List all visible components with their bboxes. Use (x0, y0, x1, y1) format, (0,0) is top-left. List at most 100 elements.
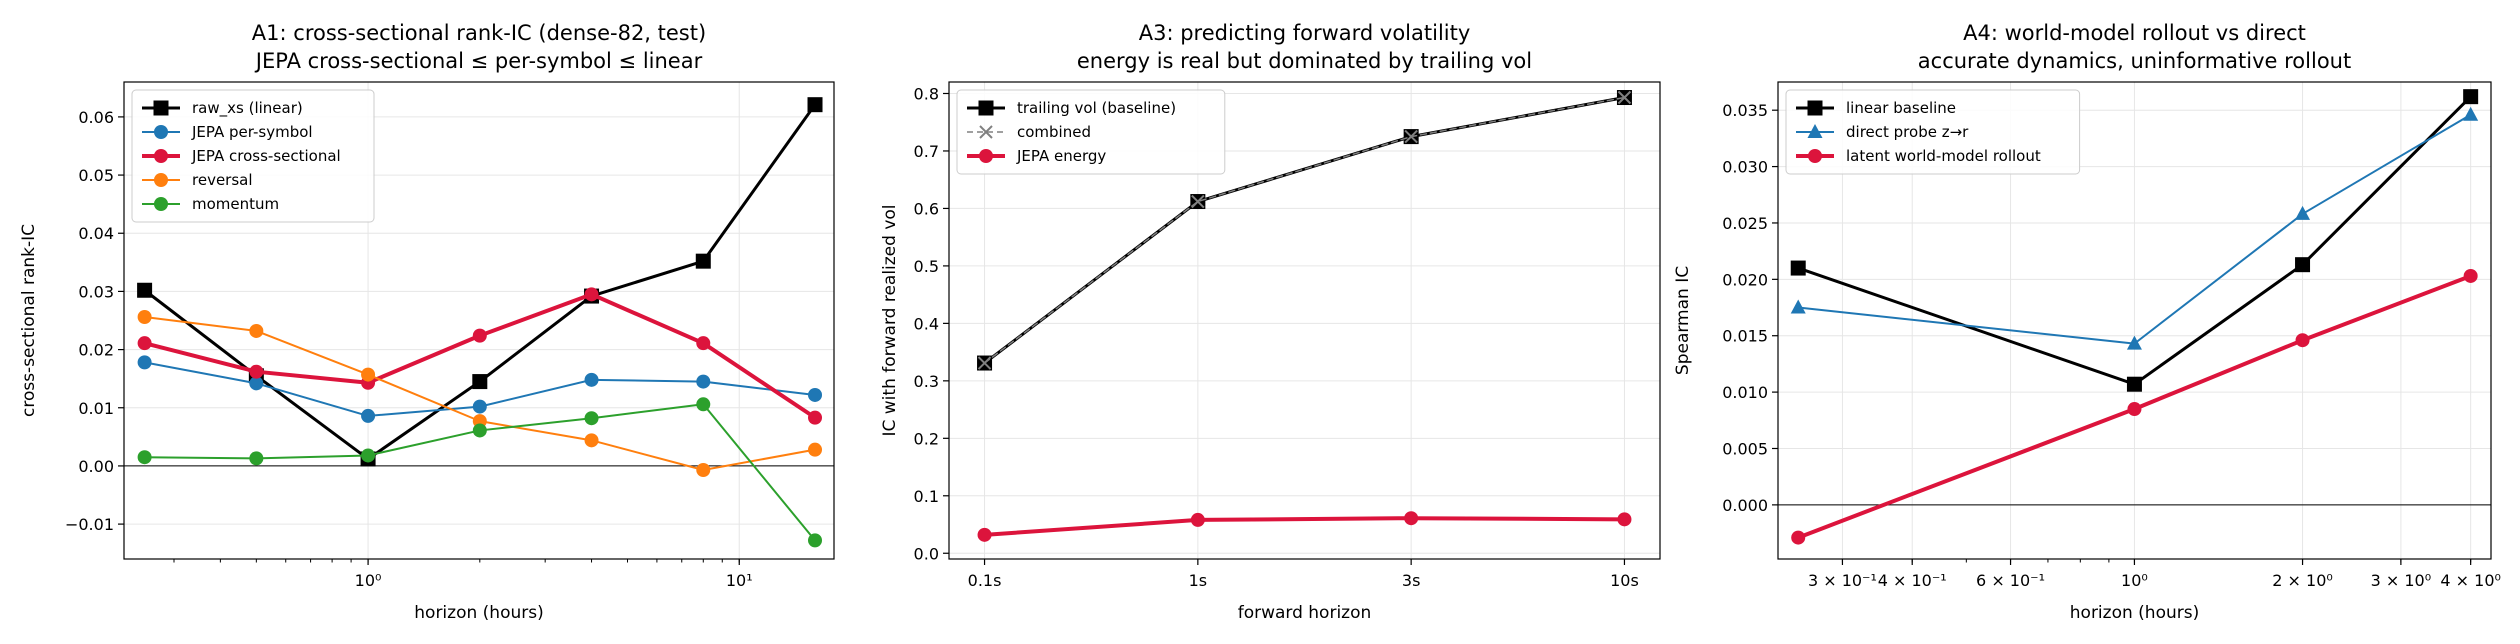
data-point (696, 374, 711, 389)
series-direct probe z→r (1790, 106, 2479, 350)
data-point (249, 364, 264, 379)
y-tick-label: 0.7 (914, 142, 939, 161)
series-line (142, 292, 818, 420)
y-tick-label: 0.035 (1722, 101, 1768, 120)
data-point (137, 282, 153, 298)
legend-label: reversal (192, 171, 253, 189)
data-point (696, 397, 711, 412)
data-point (584, 411, 599, 426)
data-point (1791, 530, 1806, 545)
y-tick-label: 0.00 (78, 457, 114, 476)
series-JEPA energy (977, 511, 1632, 542)
data-point (2463, 89, 2479, 105)
data-point (361, 408, 376, 423)
x-tick-label: 3 × 10⁰ (2371, 571, 2432, 590)
legend: trailing vol (baseline) combined JEPA ener… (956, 89, 1226, 175)
series-JEPA per-symbol (137, 355, 823, 423)
x-tick-label: 4 × 10⁰ (2440, 571, 2501, 590)
y-tick-label: 0.01 (78, 399, 114, 418)
data-point (584, 372, 599, 387)
legend-box (956, 89, 1226, 175)
data-point (249, 323, 264, 338)
y-tick-label: 0.2 (914, 429, 939, 448)
series-line (983, 96, 1626, 364)
data-point (361, 367, 376, 382)
y-tick-label: 0.06 (78, 108, 114, 127)
data-point (2463, 106, 2479, 121)
data-point (1191, 194, 1205, 209)
data-point (808, 410, 823, 425)
y-tick-label: 0.020 (1722, 270, 1768, 289)
legend-marker (1807, 124, 1823, 138)
axes-frame (948, 81, 1661, 560)
legend-label: linear baseline (1846, 99, 1956, 117)
y-tick-label: 0.03 (78, 282, 114, 301)
chart-title: A4: world-model rollout vs direct (1963, 21, 2306, 45)
axes-frame (123, 81, 835, 560)
data-point (137, 336, 152, 351)
series-latent world-model rollout (1791, 268, 2478, 545)
x-tick-label: 10¹ (726, 571, 753, 590)
data-point (696, 462, 711, 477)
y-tick-label: 0.025 (1722, 214, 1768, 233)
data-point (977, 527, 992, 542)
y-axis-label: cross-sectional rank-IC (19, 224, 39, 417)
legend-label: latent world-model rollout (1846, 147, 2041, 165)
chart-title: A1: cross-sectional rank-IC (dense-82, t… (252, 21, 706, 45)
data-point (2295, 205, 2311, 220)
legend-label: trailing vol (baseline) (1017, 99, 1176, 117)
legend-label: momentum (192, 195, 279, 213)
legend-marker (979, 125, 993, 139)
legend-label: direct probe z→r (1846, 123, 1969, 141)
legend-box (1785, 89, 2081, 175)
data-point (2126, 335, 2142, 350)
data-point (1617, 512, 1632, 527)
x-tick-label: 3 × 10⁻¹ (1808, 571, 1877, 590)
y-axis-label: IC with forward realized vol (880, 204, 900, 436)
data-point (1790, 260, 1806, 276)
x-tick-label: 2 × 10⁰ (2272, 571, 2333, 590)
data-point (696, 336, 711, 351)
data-point (472, 328, 487, 343)
x-tick-label: 10⁰ (355, 571, 382, 590)
x-tick-label: 1s (1189, 571, 1208, 590)
x-tick-label: 3s (1402, 571, 1421, 590)
legend-marker (1807, 100, 1823, 116)
x-axis-label: horizon (hours) (2070, 603, 2199, 623)
data-point (2127, 402, 2142, 417)
legend-marker (154, 125, 168, 139)
data-point (1404, 511, 1419, 526)
legend-marker (154, 149, 168, 163)
data-point (977, 356, 992, 370)
data-point (808, 442, 823, 457)
legend-label: combined (1017, 123, 1091, 141)
data-point (361, 448, 376, 463)
data-point (695, 253, 711, 269)
chart-panel-1: −0.01 0.00 0.01 0.02 0.03 0.04 0.05 0.06 10⁰ 10¹ A… (19, 21, 835, 623)
y-tick-label: 0.010 (1722, 383, 1768, 402)
x-tick-label: 10⁰ (2121, 571, 2148, 590)
legend-box (131, 89, 375, 223)
chart-subtitle: accurate dynamics, uninformative rollout (1918, 49, 2351, 73)
data-point (1790, 299, 1806, 314)
y-tick-label: 0.005 (1722, 439, 1768, 458)
series-line (982, 516, 1627, 537)
legend: linear baseline direct probe z→r latent wo… (1785, 89, 2081, 175)
data-point (137, 355, 152, 370)
y-tick-label: 0.000 (1722, 496, 1768, 515)
legend-marker (153, 100, 169, 116)
chart-panel-3: 0.000 0.005 0.010 0.015 0.020 0.025 0.030 0.035… (1673, 21, 2501, 623)
legend-label: JEPA per-symbol (191, 123, 313, 141)
data-point (472, 423, 487, 438)
data-point (249, 451, 264, 466)
y-tick-label: 0.05 (78, 166, 114, 185)
series-combined (977, 90, 1632, 370)
series-line (1797, 113, 2472, 345)
chart-panel-2: 0.0 0.1 0.2 0.3 0.4 0.5 0.6 0.7 0.8 0.1s 1s 3s 10s A3… (880, 21, 1661, 623)
y-tick-label: 0.0 (914, 544, 939, 563)
x-tick-label: 10s (1610, 571, 1639, 590)
series-momentum (137, 397, 823, 548)
data-point (1404, 129, 1418, 144)
data-point (137, 450, 152, 465)
